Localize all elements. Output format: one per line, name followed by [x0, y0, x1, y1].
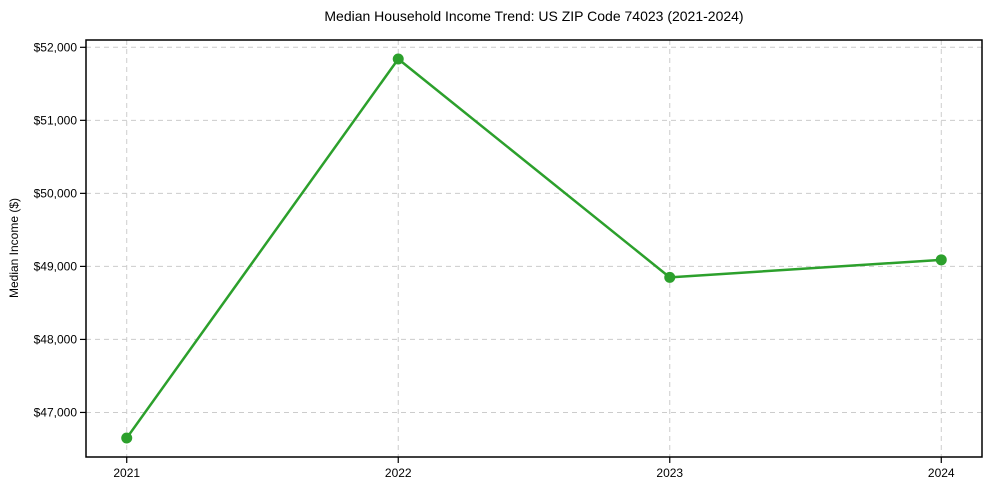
- y-tick-label: $49,000: [34, 259, 78, 273]
- x-tick-label: 2024: [928, 466, 955, 480]
- trend-line: [125, 57, 943, 440]
- x-tick-label: 2022: [385, 466, 412, 480]
- y-tick-label: $48,000: [34, 332, 78, 346]
- y-tick-label: $50,000: [34, 186, 78, 200]
- y-tick-label: $51,000: [34, 113, 78, 127]
- y-tick-label: $52,000: [34, 40, 78, 54]
- data-point-2022: [392, 53, 404, 65]
- chart-title: Median Household Income Trend: US ZIP Co…: [324, 8, 744, 24]
- y-tick-label: $47,000: [34, 405, 78, 419]
- data-point-2024: [935, 254, 947, 266]
- x-tick-label: 2021: [113, 466, 140, 480]
- data-point-2021: [121, 432, 133, 444]
- x-tick-label: 2023: [656, 466, 683, 480]
- plot-frame: [85, 39, 983, 458]
- data-point-2023: [664, 271, 676, 283]
